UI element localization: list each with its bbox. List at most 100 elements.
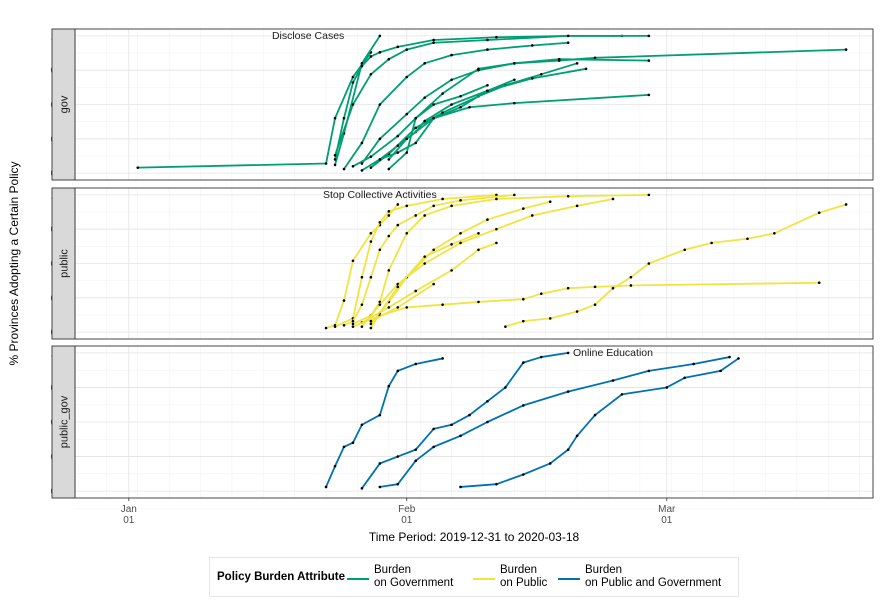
data-point xyxy=(647,369,651,373)
data-point xyxy=(477,232,480,235)
data-point xyxy=(396,134,400,138)
data-point xyxy=(513,62,516,65)
data-point xyxy=(575,62,579,65)
series-line xyxy=(360,78,516,172)
data-point xyxy=(530,214,534,217)
legend-title: Policy Burden Attribute xyxy=(217,571,345,583)
data-point xyxy=(817,211,821,215)
data-point xyxy=(333,325,337,328)
data-point xyxy=(495,241,498,245)
series-path xyxy=(370,200,551,325)
series-path xyxy=(379,67,587,161)
data-point xyxy=(647,59,651,62)
x-tick-label: Jan xyxy=(121,504,137,515)
data-point xyxy=(369,322,373,326)
data-point xyxy=(136,166,140,169)
data-point xyxy=(378,137,382,141)
data-point xyxy=(620,393,624,396)
panel-annotation: Disclose Cases xyxy=(272,30,344,42)
x-tick-label: Mar xyxy=(658,504,676,515)
data-point xyxy=(844,48,848,51)
data-point xyxy=(566,448,570,451)
strip xyxy=(51,28,76,181)
data-point xyxy=(351,322,355,326)
data-point xyxy=(405,48,409,51)
data-point xyxy=(378,462,382,465)
data-point xyxy=(414,126,418,130)
data-point xyxy=(575,434,579,438)
data-point xyxy=(360,162,364,165)
data-point xyxy=(468,413,471,417)
data-point xyxy=(647,93,651,97)
legend-key-public xyxy=(473,578,495,580)
data-point xyxy=(387,306,391,309)
data-point xyxy=(495,482,498,486)
data-point xyxy=(405,204,409,208)
data-point xyxy=(504,325,507,328)
data-point xyxy=(423,96,426,99)
data-point xyxy=(566,286,570,290)
data-point xyxy=(423,262,426,265)
data-point xyxy=(405,112,409,116)
data-point xyxy=(566,34,570,38)
data-point xyxy=(396,285,400,289)
x-axis-title: Time Period: 2019-12-31 to 2020-03-18 xyxy=(369,530,580,544)
data-point xyxy=(396,369,400,373)
data-point xyxy=(342,299,346,302)
legend: Policy Burden Attribute Burden on Govern… xyxy=(209,557,739,597)
data-point xyxy=(360,141,364,145)
data-point xyxy=(432,427,435,431)
data-point xyxy=(566,390,570,393)
data-point xyxy=(405,306,409,309)
data-point xyxy=(378,303,382,306)
data-point xyxy=(324,162,328,165)
data-point xyxy=(773,232,776,235)
data-point xyxy=(378,158,382,161)
data-point xyxy=(584,67,588,71)
data-point xyxy=(369,275,373,279)
data-point xyxy=(719,369,722,373)
data-point xyxy=(405,151,409,154)
data-point xyxy=(423,255,426,258)
data-point xyxy=(647,34,651,38)
data-point xyxy=(396,282,400,286)
series-line xyxy=(342,41,570,171)
series-path xyxy=(388,84,488,170)
legend-key-gov xyxy=(347,578,369,580)
data-point xyxy=(351,81,355,84)
data-point xyxy=(450,204,453,208)
data-point xyxy=(396,223,400,227)
data-point xyxy=(486,38,489,42)
data-point xyxy=(522,361,525,364)
data-point xyxy=(351,325,355,328)
data-point xyxy=(333,158,337,161)
series-line xyxy=(333,193,498,328)
data-point xyxy=(432,445,435,449)
series-line xyxy=(324,357,444,489)
data-point xyxy=(611,379,615,382)
legend-label-gov: Burden on Government xyxy=(374,564,454,589)
strip xyxy=(51,187,76,340)
data-point xyxy=(378,103,382,106)
data-point xyxy=(647,262,651,265)
data-point xyxy=(539,355,543,359)
data-point xyxy=(495,35,498,39)
x-tick-label: 01 xyxy=(661,515,673,526)
data-point xyxy=(378,248,382,252)
data-point xyxy=(459,105,462,109)
data-point xyxy=(423,214,426,217)
data-point xyxy=(450,242,453,246)
data-point xyxy=(629,284,633,287)
data-point xyxy=(414,116,418,120)
data-point xyxy=(432,103,435,106)
data-point xyxy=(369,155,373,158)
data-point xyxy=(396,144,400,147)
data-point xyxy=(369,240,373,243)
data-point xyxy=(441,303,444,306)
legend-label-public-gov: Burden on Public and Government xyxy=(585,564,722,589)
y-axis-title: % Provinces Adopting a Certain Policy xyxy=(7,161,21,365)
panels-layer: 0.000.250.500.751.00Disclose Casesgov0.0… xyxy=(51,28,874,509)
data-point xyxy=(513,78,516,82)
